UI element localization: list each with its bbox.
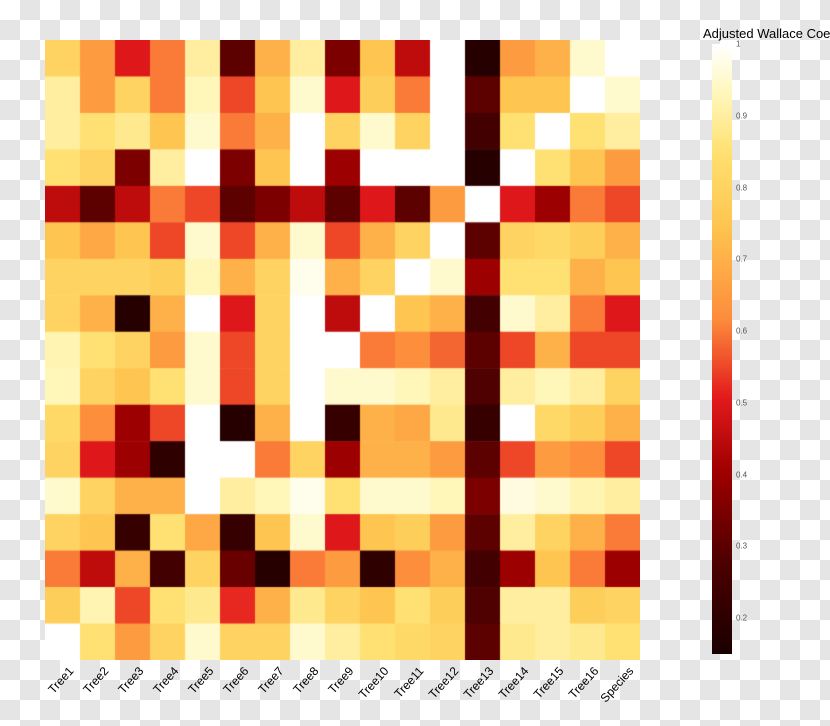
x-tick-label: Tree1 bbox=[45, 664, 76, 696]
x-tick-label: Tree5 bbox=[185, 664, 216, 696]
colorbar-tick-label: 0.7 bbox=[736, 255, 747, 264]
colorbar-gradient bbox=[712, 44, 732, 654]
x-tick-label: Tree10 bbox=[355, 664, 391, 701]
x-tick-label: Tree9 bbox=[325, 664, 356, 696]
x-tick-label: Tree6 bbox=[220, 664, 251, 696]
colorbar-tick-label: 0.8 bbox=[736, 183, 747, 192]
colorbar-tick-label: 0.6 bbox=[736, 327, 747, 336]
x-tick-label: Tree11 bbox=[391, 664, 426, 701]
x-tick-label: Tree15 bbox=[530, 664, 566, 701]
colorbar-tick-label: 0.3 bbox=[736, 542, 747, 551]
x-tick-label: Species bbox=[597, 664, 636, 705]
x-tick-label: Tree7 bbox=[255, 664, 286, 696]
x-tick-label: Tree4 bbox=[150, 664, 181, 696]
colorbar-title: Adjusted Wallace Coefficient bbox=[703, 26, 830, 41]
x-tick-label: Tree13 bbox=[460, 664, 496, 701]
colorbar-tick-label: 1 bbox=[736, 40, 740, 49]
colorbar-tick-label: 0.9 bbox=[736, 111, 747, 120]
colorbar-tick-label: 0.2 bbox=[736, 614, 747, 623]
colorbar-tick-label: 0.5 bbox=[736, 398, 747, 407]
x-tick-label: Tree3 bbox=[115, 664, 146, 696]
x-tick-label: Tree8 bbox=[290, 664, 321, 696]
x-tick-label: Tree14 bbox=[495, 664, 531, 701]
colorbar-tick-label: 0.4 bbox=[736, 470, 747, 479]
x-tick-label: Tree2 bbox=[80, 664, 111, 696]
x-tick-label: Tree12 bbox=[425, 664, 461, 701]
x-tick-label: Tree16 bbox=[565, 664, 601, 701]
heatmap-grid bbox=[45, 40, 640, 660]
